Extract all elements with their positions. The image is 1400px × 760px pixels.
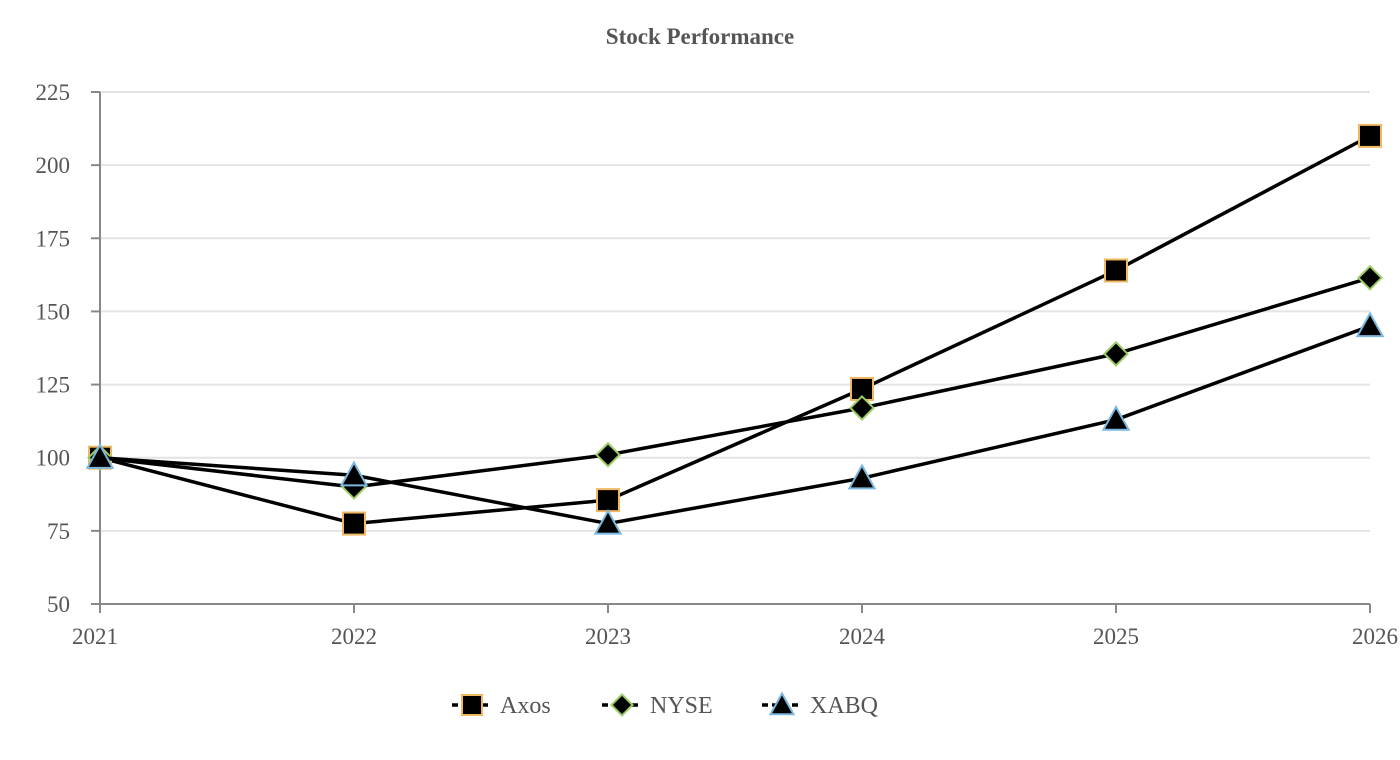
grid-lines	[100, 91, 1370, 532]
legend-marker	[461, 694, 483, 716]
legend-label: XABQ	[810, 693, 878, 719]
y-tick-labels: 50 75 100 125 150 175 200 225	[36, 80, 71, 617]
y-tick-label: 175	[36, 226, 71, 251]
data-point	[593, 508, 623, 535]
data-point	[595, 441, 621, 468]
data-point	[342, 511, 366, 536]
x-tick-label: 2022	[331, 624, 377, 649]
x-tick-label: 2023	[585, 624, 631, 649]
data-point	[849, 395, 875, 421]
x-tick-label: 2021	[72, 624, 118, 649]
x-tick-label: 2026	[1352, 624, 1398, 649]
data-point	[339, 460, 369, 487]
data-point	[1103, 340, 1129, 367]
data-point	[1101, 404, 1131, 431]
y-tick-label: 225	[36, 80, 71, 105]
legend-marker	[768, 691, 796, 716]
series-axos	[88, 123, 1382, 536]
data-point	[1355, 311, 1385, 338]
data-point	[1358, 123, 1382, 148]
series-xabq	[85, 311, 1385, 535]
legend-item-axos: Axos	[452, 693, 551, 719]
y-tick-label: 75	[47, 519, 70, 544]
series-line	[99, 276, 1371, 489]
legend-item-nyse: NYSE	[602, 693, 713, 719]
series-line	[99, 134, 1371, 526]
y-tick-label: 200	[36, 153, 71, 178]
series-nyse	[87, 264, 1383, 500]
legend-item-xabq: XABQ	[762, 691, 878, 719]
legend-label: Axos	[500, 693, 551, 719]
data-point	[596, 488, 620, 513]
data-point	[1104, 258, 1128, 283]
y-tick-label: 125	[36, 373, 71, 398]
legend: Axos NYSE XABQ	[452, 691, 878, 719]
axes	[91, 91, 1371, 613]
series	[85, 123, 1385, 536]
x-tick-label: 2025	[1093, 624, 1139, 649]
series-line	[99, 324, 1371, 526]
y-tick-label: 150	[36, 299, 71, 324]
data-point	[85, 443, 115, 469]
legend-marker	[610, 693, 634, 717]
legend-label: NYSE	[650, 693, 713, 719]
x-tick-label: 2024	[839, 624, 886, 649]
data-point	[1357, 264, 1383, 291]
data-point	[847, 463, 877, 490]
y-tick-label: 50	[47, 592, 70, 617]
x-tick-labels: 2021 2022 2023 2024 2025 2026	[72, 624, 1398, 649]
chart-title: Stock Performance	[605, 24, 795, 49]
y-tick-label: 100	[36, 446, 71, 471]
